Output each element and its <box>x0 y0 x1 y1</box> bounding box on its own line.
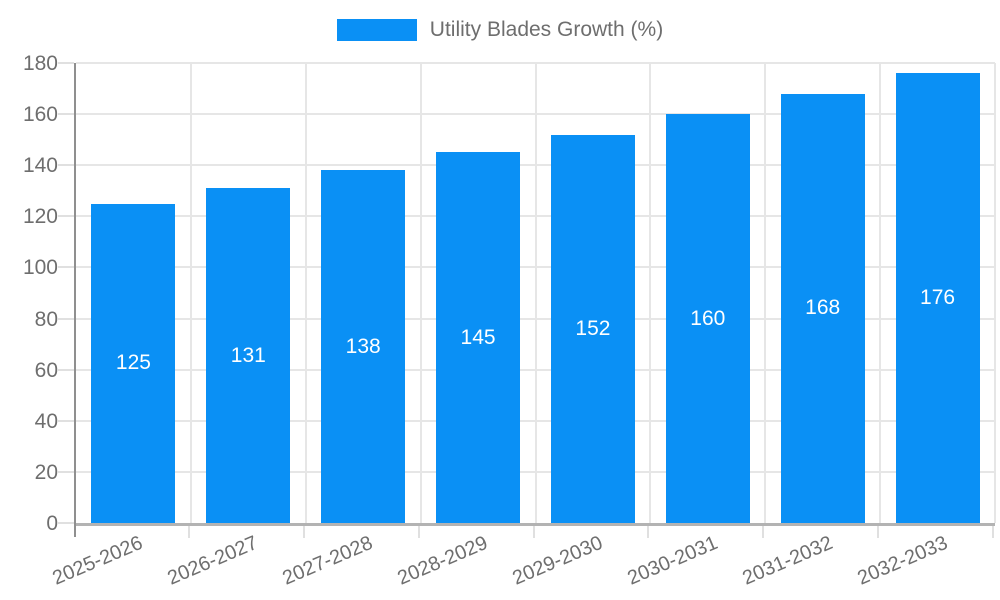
bar-value-label: 168 <box>805 296 841 320</box>
y-axis-tick <box>58 164 74 167</box>
x-axis-tick <box>877 526 880 538</box>
y-axis-label: 0 <box>46 512 58 535</box>
y-axis-label: 160 <box>22 103 58 127</box>
y-axis-label: 20 <box>34 460 58 484</box>
gridline-vertical <box>419 63 422 523</box>
bar-2031-2032[interactable] <box>780 93 865 523</box>
gridline-vertical <box>534 63 537 523</box>
bar-value-label: 160 <box>690 306 726 330</box>
chart-legend[interactable]: Utility Blades Growth (%) <box>0 18 1000 42</box>
y-axis-label: 80 <box>34 307 58 331</box>
legend-label: Utility Blades Growth (%) <box>429 18 664 41</box>
y-axis-tick <box>58 266 74 269</box>
y-axis-label: 100 <box>22 256 58 280</box>
x-axis-tick <box>992 526 994 538</box>
gridline-vertical <box>764 63 767 523</box>
bar-value-label: 131 <box>230 343 266 367</box>
bar-value-label: 152 <box>575 316 611 340</box>
gridline-vertical <box>879 63 882 523</box>
y-axis-stub <box>74 523 76 537</box>
y-axis-tick <box>58 470 74 473</box>
gridline-vertical <box>304 63 307 523</box>
gridline-vertical <box>189 63 192 523</box>
bar-2025-2026[interactable] <box>91 203 176 523</box>
bar-2026-2027[interactable] <box>206 188 291 523</box>
bar-2028-2029[interactable] <box>436 152 521 523</box>
x-axis-tick <box>302 526 305 538</box>
y-axis-label: 60 <box>34 358 58 382</box>
y-axis-label: 40 <box>34 409 58 433</box>
bar-2029-2030[interactable] <box>550 134 635 523</box>
y-axis-tick <box>58 419 74 422</box>
y-axis-label: 180 <box>22 52 58 75</box>
bar-value-label: 125 <box>115 351 151 375</box>
y-axis-tick <box>58 113 74 116</box>
y-axis-tick <box>58 317 74 320</box>
gridline-vertical <box>649 63 652 523</box>
y-axis-tick <box>58 368 74 371</box>
x-axis-tick <box>647 526 650 538</box>
bar-2030-2031[interactable] <box>665 114 750 523</box>
x-axis-tick <box>417 526 420 538</box>
gridline-vertical <box>994 63 996 523</box>
bar-value-label: 176 <box>920 286 956 310</box>
bar-2032-2033[interactable] <box>895 73 980 523</box>
bar-value-label: 145 <box>460 325 496 349</box>
x-axis-tick <box>187 526 190 538</box>
y-axis-tick <box>58 62 74 64</box>
y-axis-label: 140 <box>22 154 58 178</box>
x-axis-tick <box>762 526 765 538</box>
x-axis-tick <box>532 526 535 538</box>
y-axis-tick <box>58 522 74 524</box>
y-axis-label: 120 <box>22 205 58 229</box>
legend-swatch <box>336 19 417 41</box>
y-axis-tick <box>58 215 74 218</box>
bar-2027-2028[interactable] <box>321 170 406 523</box>
bar-value-label: 138 <box>345 334 381 358</box>
plot-area: 125 131 138 145 152 160 168 176 <box>74 62 996 526</box>
